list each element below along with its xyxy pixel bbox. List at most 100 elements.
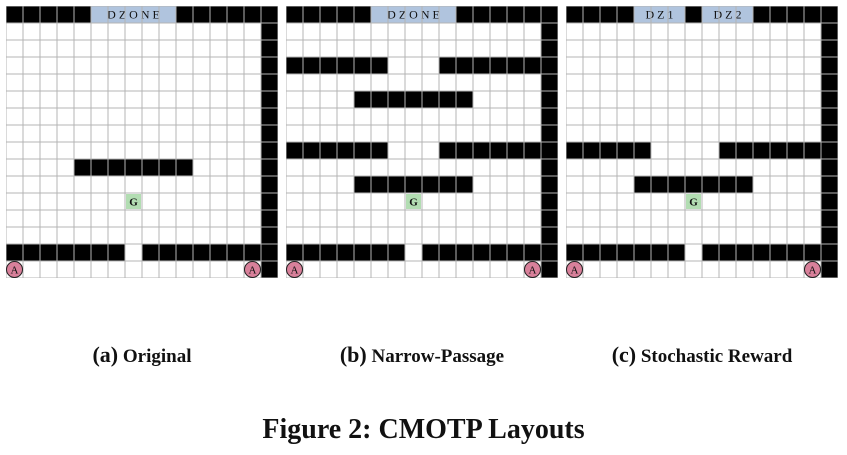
- wall-cell: [541, 125, 558, 142]
- wall-cell: [617, 6, 634, 23]
- wall-cell: [57, 244, 74, 261]
- wall-cell: [541, 193, 558, 210]
- wall-cell: [507, 57, 524, 74]
- wall-cell: [719, 176, 736, 193]
- wall-cell: [320, 244, 337, 261]
- wall-cell: [261, 40, 278, 57]
- wall-cell: [753, 6, 770, 23]
- wall-cell: [456, 6, 473, 23]
- wall-cell: [371, 57, 388, 74]
- wall-cell: [261, 193, 278, 210]
- wall-cell: [354, 91, 371, 108]
- wall-cell: [422, 244, 439, 261]
- wall-cell: [787, 142, 804, 159]
- wall-cell: [821, 159, 838, 176]
- wall-cell: [354, 142, 371, 159]
- wall-cell: [583, 6, 600, 23]
- wall-cell: [320, 142, 337, 159]
- wall-cell: [261, 159, 278, 176]
- wall-cell: [176, 244, 193, 261]
- gridworld-narrow-passage: D Z O N EGA A: [286, 6, 558, 278]
- wall-cell: [371, 91, 388, 108]
- wall-cell: [524, 244, 541, 261]
- wall-cell: [541, 6, 558, 23]
- wall-cell: [227, 6, 244, 23]
- wall-cell: [91, 244, 108, 261]
- dropzone-label: D Z O N E: [107, 8, 160, 22]
- goal-label: G: [409, 197, 418, 209]
- wall-cell: [439, 176, 456, 193]
- wall-cell: [583, 244, 600, 261]
- wall-cell: [261, 210, 278, 227]
- wall-cell: [422, 176, 439, 193]
- wall-cell: [541, 210, 558, 227]
- wall-cell: [142, 159, 159, 176]
- wall-cell: [388, 91, 405, 108]
- subcaption-label: Original: [123, 346, 192, 367]
- agent-label: A: [11, 265, 19, 277]
- wall-cell: [6, 244, 23, 261]
- wall-cell: [821, 261, 838, 278]
- wall-cell: [507, 6, 524, 23]
- wall-cell: [541, 57, 558, 74]
- wall-cell: [634, 244, 651, 261]
- wall-cell: [354, 57, 371, 74]
- wall-cell: [634, 176, 651, 193]
- wall-cell: [541, 74, 558, 91]
- wall-cell: [261, 244, 278, 261]
- wall-cell: [821, 142, 838, 159]
- grid-panel-original: D Z O N E G A A: [6, 6, 278, 278]
- wall-cell: [210, 244, 227, 261]
- wall-cell: [422, 91, 439, 108]
- wall-cell: [490, 244, 507, 261]
- wall-cell: [490, 6, 507, 23]
- agent-label: A: [529, 265, 537, 277]
- wall-cell: [753, 142, 770, 159]
- wall-cell: [821, 193, 838, 210]
- wall-cell: [57, 6, 74, 23]
- wall-cell: [303, 244, 320, 261]
- wall-cell: [193, 6, 210, 23]
- subcaption-tag: (b): [340, 342, 367, 367]
- wall-cell: [821, 23, 838, 40]
- wall-cell: [736, 244, 753, 261]
- wall-cell: [261, 23, 278, 40]
- subcaption-stochastic-reward: (c) Stochastic Reward: [566, 342, 838, 368]
- wall-cell: [193, 244, 210, 261]
- wall-cell: [668, 244, 685, 261]
- wall-cell: [541, 108, 558, 125]
- wall-cell: [23, 244, 40, 261]
- wall-cell: [244, 6, 261, 23]
- wall-cell: [40, 244, 57, 261]
- wall-cell: [244, 244, 261, 261]
- wall-cell: [210, 6, 227, 23]
- wall-cell: [74, 6, 91, 23]
- wall-cell: [303, 6, 320, 23]
- wall-cell: [524, 57, 541, 74]
- wall-cell: [541, 227, 558, 244]
- wall-cell: [261, 176, 278, 193]
- wall-cell: [685, 6, 702, 23]
- wall-cell: [668, 176, 685, 193]
- wall-cell: [439, 91, 456, 108]
- wall-cell: [804, 244, 821, 261]
- wall-cell: [23, 6, 40, 23]
- wall-cell: [821, 6, 838, 23]
- wall-cell: [142, 244, 159, 261]
- wall-cell: [125, 159, 142, 176]
- wall-cell: [6, 6, 23, 23]
- wall-cell: [388, 244, 405, 261]
- dropzone-label: D Z 2: [714, 8, 742, 22]
- wall-cell: [456, 176, 473, 193]
- wall-cell: [303, 142, 320, 159]
- wall-cell: [405, 91, 422, 108]
- wall-cell: [719, 244, 736, 261]
- wall-cell: [787, 244, 804, 261]
- wall-cell: [261, 261, 278, 278]
- wall-cell: [685, 176, 702, 193]
- wall-cell: [821, 227, 838, 244]
- wall-cell: [541, 142, 558, 159]
- wall-cell: [821, 125, 838, 142]
- wall-cell: [541, 244, 558, 261]
- wall-cell: [405, 176, 422, 193]
